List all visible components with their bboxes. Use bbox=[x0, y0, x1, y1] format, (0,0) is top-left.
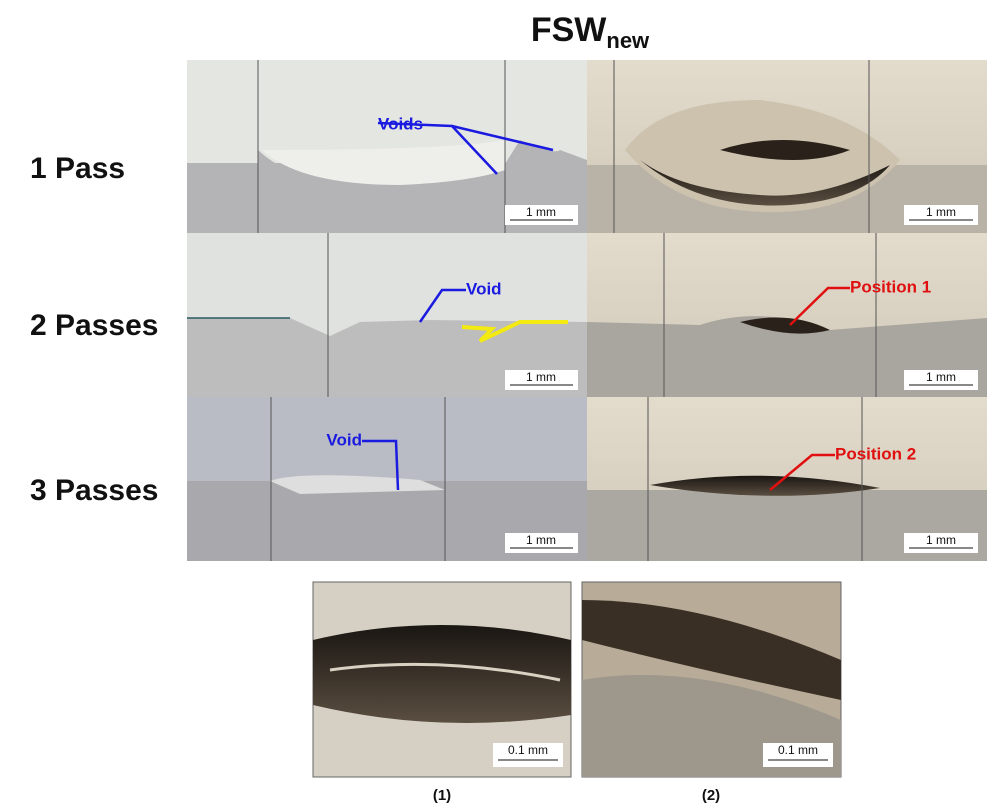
scale-bar: 1 mm bbox=[526, 370, 556, 384]
micrograph: Void 1 mm bbox=[187, 233, 587, 397]
row-label: 2 Passes bbox=[30, 309, 158, 342]
annotation: Position 2 bbox=[835, 444, 916, 463]
caption: (2) bbox=[702, 787, 720, 804]
scale-bar: 1 mm bbox=[526, 205, 556, 219]
detail-micrograph: 0.1 mm (1) bbox=[313, 582, 571, 804]
figure: FSWnew 1 Pass 2 Passes 3 Passes Voids 1 … bbox=[0, 0, 987, 805]
row-label: 3 Passes bbox=[30, 474, 158, 507]
scale-bar: 1 mm bbox=[526, 533, 556, 547]
row-label: 1 Pass bbox=[30, 152, 125, 185]
scale-bar: 0.1 mm bbox=[508, 743, 548, 757]
micrograph: 1 mm bbox=[587, 60, 987, 233]
micrograph: Position 2 1 mm bbox=[587, 397, 987, 561]
caption: (1) bbox=[433, 787, 451, 804]
scale-bar: 1 mm bbox=[926, 370, 956, 384]
scale-bar: 1 mm bbox=[926, 533, 956, 547]
annotation: Void bbox=[466, 279, 502, 298]
annotation: Voids bbox=[378, 114, 423, 133]
annotation: Position 1 bbox=[850, 277, 931, 296]
title-main: FSW bbox=[531, 11, 607, 49]
micrograph: Position 1 1 mm bbox=[587, 233, 987, 397]
annotation: Void bbox=[326, 430, 362, 449]
scale-bar: 1 mm bbox=[926, 205, 956, 219]
detail-micrograph: 0.1 mm (2) bbox=[582, 582, 841, 804]
figure-title: FSWnew bbox=[531, 11, 650, 53]
title-subscript: new bbox=[606, 28, 650, 53]
micrograph: Voids 1 mm bbox=[187, 60, 587, 233]
scale-bar: 0.1 mm bbox=[778, 743, 818, 757]
micrograph: Void 1 mm bbox=[187, 397, 587, 561]
